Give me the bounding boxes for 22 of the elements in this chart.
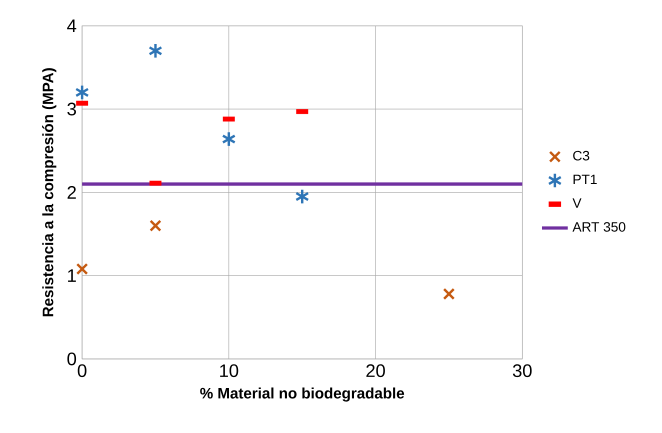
x-axis-title: % Material no biodegradable (200, 387, 404, 402)
y-tick-label: 1 (68, 269, 76, 282)
point (148, 42, 163, 59)
point (76, 262, 88, 275)
point (295, 188, 310, 204)
legend-label: V (572, 198, 582, 208)
point (222, 130, 236, 147)
point (149, 220, 162, 232)
point (442, 288, 455, 300)
legend-label: PT1 (574, 174, 597, 184)
point (75, 84, 90, 100)
y-tick-label: 4 (67, 19, 76, 32)
y-tick-label: 3 (67, 102, 76, 116)
x-tick-label: 20 (366, 364, 385, 377)
legend-label: ART 350 (572, 222, 626, 232)
y-tick-label: 2 (68, 186, 76, 199)
y-tick-label: 0 (67, 352, 76, 366)
y-axis-title: Resistencia a la compresión (MPA) (42, 68, 56, 316)
legend-label: C3 (573, 150, 590, 160)
x-tick-label: 0 (78, 364, 86, 377)
x-tick-label: 10 (220, 364, 238, 377)
x-tick-label: 30 (512, 364, 532, 377)
